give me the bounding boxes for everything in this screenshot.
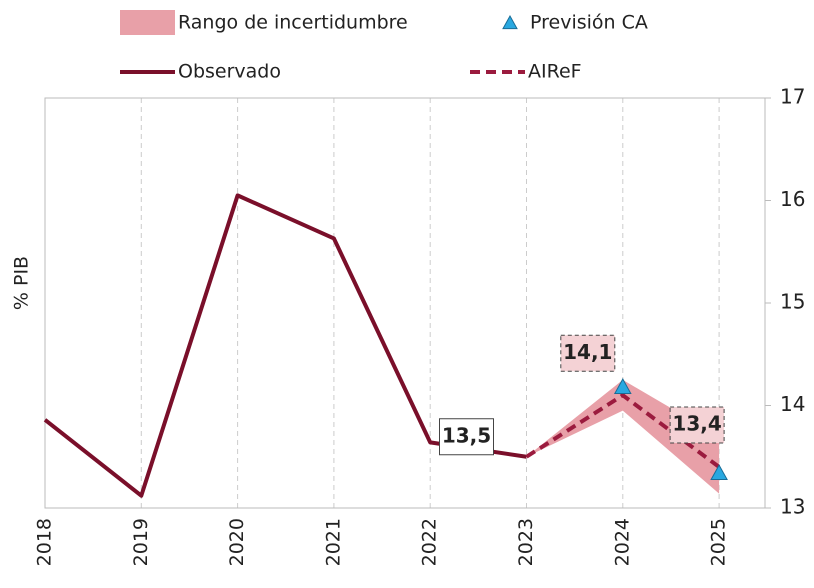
marker xyxy=(613,378,632,394)
x-tick-label: 2019 xyxy=(130,518,152,566)
y-axis-label: % PIB xyxy=(11,256,33,310)
value-label-box xyxy=(560,334,616,372)
y-tick-label: 14 xyxy=(780,392,805,416)
x-tick-label: 2024 xyxy=(611,518,633,566)
value-label: 13,5 xyxy=(442,423,491,447)
legend-marker xyxy=(502,14,518,30)
legend-label: AIReF xyxy=(528,61,582,83)
legend-swatch xyxy=(120,10,175,35)
x-tick-label: 2023 xyxy=(515,518,537,566)
x-tick-label: 2021 xyxy=(322,518,344,566)
value-label: 14,1 xyxy=(563,340,612,364)
value-label-box xyxy=(439,418,494,456)
y-tick-label: 13 xyxy=(780,495,805,519)
x-tick-label: 2020 xyxy=(226,518,248,566)
y-tick-label: 16 xyxy=(780,187,805,211)
x-tick-label: 2018 xyxy=(34,518,56,566)
x-tick-label: 2022 xyxy=(419,518,441,566)
legend-label: Observado xyxy=(178,61,281,83)
x-tick-label: 2025 xyxy=(708,518,730,566)
value-label-box xyxy=(669,406,725,444)
legend-label: Rango de incertidumbre xyxy=(178,12,408,34)
legend-label: Previsión CA xyxy=(530,12,648,34)
y-tick-label: 15 xyxy=(780,290,805,314)
value-label: 13,4 xyxy=(672,412,721,436)
marker xyxy=(710,464,728,481)
y-tick-label: 17 xyxy=(780,85,805,109)
